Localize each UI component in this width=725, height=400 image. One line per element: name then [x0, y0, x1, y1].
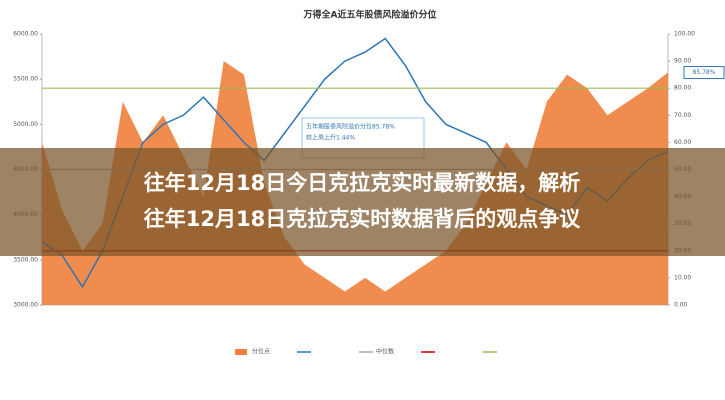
- y2-tick-label: 90.00: [674, 58, 691, 65]
- y2-tick-label: 0.00: [674, 302, 688, 309]
- annotation: 较上周上升1.44%: [306, 134, 355, 142]
- annotation: 五年期股债风险溢价分位85.78%: [306, 123, 395, 131]
- y-tick-label: 3000.00: [13, 302, 38, 309]
- y-tick-label: 5500.00: [13, 76, 38, 83]
- legend-swatch: [235, 349, 247, 355]
- headline: 往年12月18日今日克拉克实时最新数据，解析: [144, 171, 580, 195]
- legend-label: 分位点: [252, 348, 270, 356]
- y-tick-label: 5000.00: [13, 121, 38, 128]
- callout: 85.78%: [693, 69, 716, 76]
- headline: 往年12月18日克拉克实时数据背后的观点争议: [144, 207, 581, 231]
- y2-tick-label: 60.00: [674, 139, 691, 146]
- headline-banner: [0, 148, 725, 256]
- callout-box: [683, 66, 725, 80]
- legend-label: 中位数: [376, 348, 394, 356]
- chart-title: 万得全A近五年股债风险溢价分位: [303, 9, 437, 21]
- y-tick-label: 3500.00: [13, 256, 38, 263]
- y-tick-label: 6000.00: [13, 31, 38, 38]
- y2-tick-label: 70.00: [674, 112, 691, 119]
- y2-tick-label: 80.00: [674, 85, 691, 92]
- y2-tick-label: 10.00: [674, 274, 691, 281]
- y2-tick-label: 100.00: [674, 31, 695, 38]
